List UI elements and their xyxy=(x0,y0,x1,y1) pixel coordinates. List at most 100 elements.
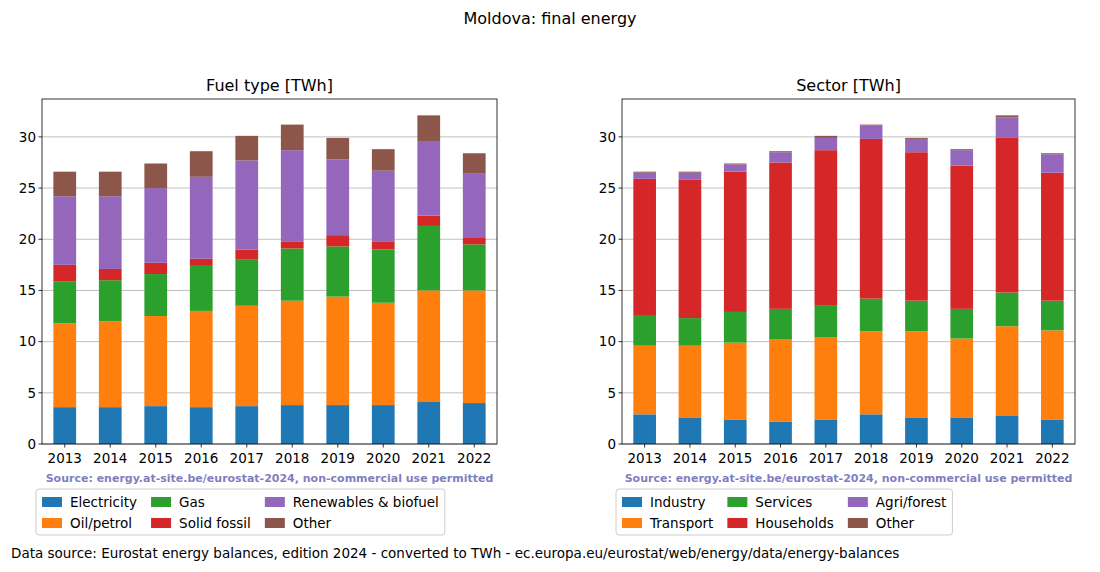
bar xyxy=(99,280,122,321)
legend-swatch xyxy=(151,497,171,507)
bar xyxy=(950,339,973,418)
bar xyxy=(769,340,792,422)
y-tick xyxy=(39,239,43,240)
x-tick-label: 2019 xyxy=(899,450,933,466)
bar xyxy=(1041,153,1064,154)
bar xyxy=(996,415,1019,444)
x-tick-label: 2013 xyxy=(627,450,661,466)
legend-swatch xyxy=(727,497,747,507)
bar xyxy=(860,414,883,444)
bar xyxy=(996,326,1019,415)
bar xyxy=(144,316,167,406)
bar xyxy=(463,290,486,403)
bar xyxy=(144,263,167,274)
bar xyxy=(815,136,838,138)
x-tick-label: 2014 xyxy=(93,450,127,466)
bar xyxy=(190,266,213,311)
y-tick-label: 0 xyxy=(607,436,616,452)
y-tick xyxy=(619,239,623,240)
legend-label: Solid fossil xyxy=(179,515,251,531)
bar xyxy=(679,318,702,346)
bar xyxy=(724,419,747,444)
bar xyxy=(724,343,747,420)
y-tick-label: 15 xyxy=(19,282,36,298)
x-tick-label: 2022 xyxy=(457,450,491,466)
legend-swatch xyxy=(848,518,868,528)
bar xyxy=(326,138,349,159)
bars xyxy=(53,115,485,444)
subplot: 0510152025302013201420152016201720182019… xyxy=(19,76,497,535)
x-tick xyxy=(383,444,384,448)
y-tick xyxy=(619,444,623,445)
y-tick-label: 10 xyxy=(599,333,616,349)
bar xyxy=(372,303,395,405)
bar xyxy=(860,126,883,139)
x-tick-label: 2015 xyxy=(718,450,752,466)
bar xyxy=(235,249,258,259)
y-tick-label: 5 xyxy=(27,385,36,401)
bar xyxy=(905,301,928,332)
bar xyxy=(99,196,122,269)
bar xyxy=(769,309,792,340)
bar xyxy=(281,248,304,300)
bar xyxy=(905,139,928,152)
y-tick xyxy=(619,188,623,189)
bar xyxy=(190,151,213,177)
legend-label: Electricity xyxy=(70,494,137,510)
bar xyxy=(372,249,395,302)
legend-label: Renewables & biofuel xyxy=(293,494,439,510)
bar xyxy=(190,311,213,407)
x-tick xyxy=(1052,444,1053,448)
bar xyxy=(679,417,702,444)
x-tick-label: 2020 xyxy=(366,450,400,466)
y-tick xyxy=(619,290,623,291)
legend-swatch xyxy=(42,518,62,528)
x-tick xyxy=(292,444,293,448)
x-tick xyxy=(1007,444,1008,448)
bar xyxy=(53,196,76,265)
legend-label: Services xyxy=(755,494,812,510)
bar xyxy=(99,321,122,407)
x-tick-label: 2016 xyxy=(763,450,797,466)
legend-label: Oil/petrol xyxy=(70,515,132,531)
subplot-title: Sector [TWh] xyxy=(796,76,901,95)
bar xyxy=(950,417,973,444)
x-tick xyxy=(780,444,781,448)
bar xyxy=(372,149,395,170)
bar xyxy=(633,173,656,179)
source-note: Source: energy.at-site.be/eurostat-2024,… xyxy=(46,472,494,485)
bar xyxy=(679,346,702,418)
bar xyxy=(905,138,928,139)
bar xyxy=(417,115,440,141)
bar xyxy=(679,180,702,318)
bar xyxy=(860,299,883,332)
x-tick-label: 2017 xyxy=(809,450,843,466)
x-tick-label: 2018 xyxy=(275,450,309,466)
bar xyxy=(281,405,304,444)
y-tick xyxy=(39,136,43,137)
bar xyxy=(53,407,76,444)
bar xyxy=(463,153,486,173)
bar xyxy=(815,306,838,338)
bar xyxy=(235,260,258,306)
x-tick-label: 2015 xyxy=(139,450,173,466)
bar xyxy=(190,259,213,266)
bar xyxy=(417,290,440,402)
x-tick-label: 2018 xyxy=(854,450,888,466)
y-tick-label: 20 xyxy=(19,231,36,247)
x-tick-label: 2021 xyxy=(412,450,446,466)
footer: Data source: Eurostat energy balances, e… xyxy=(11,545,899,561)
legend-label: Households xyxy=(755,515,833,531)
bar xyxy=(1041,330,1064,419)
bar xyxy=(815,338,838,420)
y-tick xyxy=(39,392,43,393)
y-tick-label: 30 xyxy=(599,129,616,145)
x-tick xyxy=(644,444,645,448)
bar xyxy=(99,407,122,444)
bar xyxy=(1041,301,1064,331)
bar xyxy=(724,165,747,172)
bar xyxy=(633,315,656,346)
bar xyxy=(326,235,349,246)
legend-swatch xyxy=(848,497,868,507)
bar xyxy=(815,419,838,444)
